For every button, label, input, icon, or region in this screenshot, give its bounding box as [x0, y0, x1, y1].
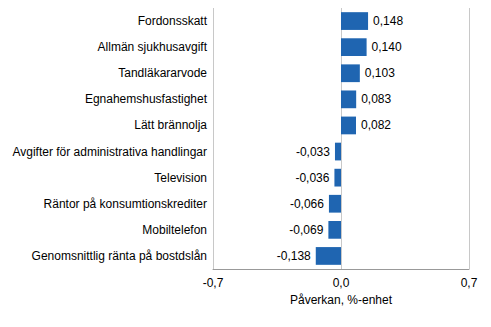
svg-text:Räntor på konsumtionskrediter: Räntor på konsumtionskrediter	[44, 197, 207, 211]
svg-text:Television: Television	[154, 171, 207, 185]
svg-text:Lätt brännolja: Lätt brännolja	[134, 118, 207, 132]
svg-text:0,082: 0,082	[361, 118, 391, 132]
svg-text:-0,033: -0,033	[296, 145, 330, 159]
svg-text:Påverkan, %-enhet: Påverkan, %-enhet	[290, 293, 393, 307]
svg-text:Mobiltelefon: Mobiltelefon	[142, 223, 207, 237]
svg-text:-0,036: -0,036	[295, 171, 329, 185]
svg-text:Allmän sjukhusavgift: Allmän sjukhusavgift	[98, 40, 208, 54]
svg-text:0,0: 0,0	[333, 276, 350, 290]
svg-text:-0,7: -0,7	[203, 276, 224, 290]
svg-text:Tandläkararvode: Tandläkararvode	[118, 66, 207, 80]
svg-text:0,148: 0,148	[373, 14, 403, 28]
svg-text:Fordonsskatt: Fordonsskatt	[138, 14, 208, 28]
svg-text:0,103: 0,103	[365, 66, 395, 80]
svg-text:-0,069: -0,069	[289, 223, 323, 237]
svg-text:0,083: 0,083	[361, 92, 391, 106]
svg-text:-0,138: -0,138	[277, 249, 311, 263]
svg-text:Egnahemshusfastighet: Egnahemshusfastighet	[85, 92, 208, 106]
svg-text:Avgifter för administrativa ha: Avgifter för administrativa handlingar	[12, 145, 207, 159]
svg-text:0,140: 0,140	[372, 40, 402, 54]
svg-text:Genomsnittlig ränta på bostdsl: Genomsnittlig ränta på bostdslån	[32, 249, 207, 263]
svg-text:-0,066: -0,066	[290, 197, 324, 211]
svg-text:0,7: 0,7	[461, 276, 478, 290]
